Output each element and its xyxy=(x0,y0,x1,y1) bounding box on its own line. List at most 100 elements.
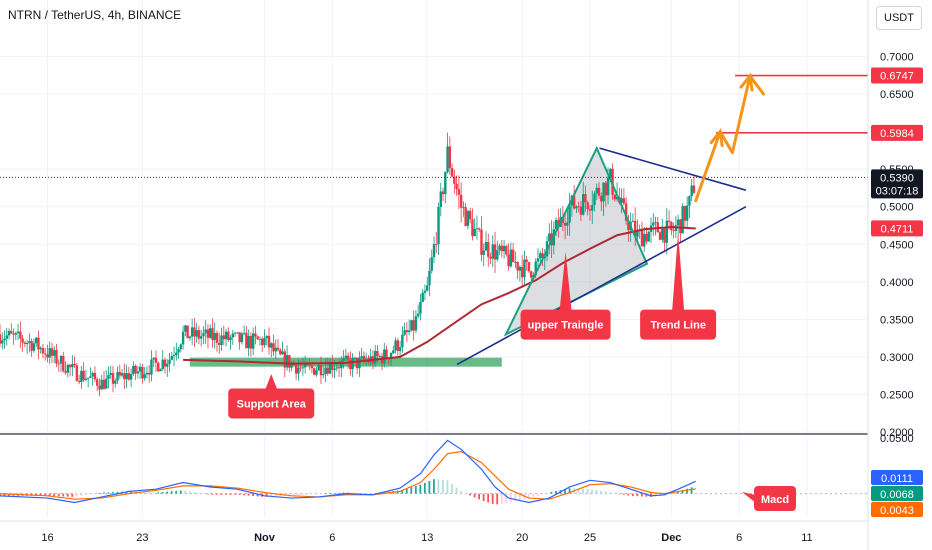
drawings-front xyxy=(0,72,868,366)
candle-down xyxy=(478,228,481,230)
arrowhead xyxy=(709,128,724,148)
candle-up xyxy=(213,332,216,340)
candle-down xyxy=(586,202,589,210)
macd-histogram-bar xyxy=(478,493,481,500)
candles xyxy=(0,132,696,397)
candle-down xyxy=(326,367,329,374)
candle-down xyxy=(211,328,214,340)
candle-up xyxy=(184,325,187,332)
macd-histogram-bar xyxy=(256,493,259,497)
candle-up xyxy=(7,330,11,336)
candle-up xyxy=(518,266,522,271)
candle-down xyxy=(57,363,60,365)
macd-histogram-bar xyxy=(202,493,205,495)
candle-up xyxy=(303,362,307,368)
macd-value-tag: 0.0043 xyxy=(880,505,914,517)
x-tick-label: 13 xyxy=(421,532,433,544)
candle-up xyxy=(89,376,92,378)
candle-up xyxy=(229,337,232,340)
candle-up xyxy=(301,367,305,369)
candle-up xyxy=(34,337,38,344)
macd-histogram-bar xyxy=(514,493,517,502)
macd-tag-label: Macd xyxy=(761,494,789,506)
candle-up xyxy=(688,196,691,206)
macd-histogram-bar xyxy=(356,492,358,494)
candle-up xyxy=(59,355,63,364)
candle-up xyxy=(209,328,212,338)
macd-value-tag-bg xyxy=(871,470,923,485)
macd-histogram-bar xyxy=(527,493,530,499)
candle-down xyxy=(154,357,158,363)
candle-down xyxy=(541,253,544,259)
macd-histogram-bar xyxy=(247,493,250,496)
candle-up xyxy=(270,343,273,348)
candle-up xyxy=(654,222,657,223)
macd-histogram-bar xyxy=(564,489,566,494)
candle-down xyxy=(396,340,400,351)
candle-up xyxy=(491,244,494,259)
macd-histogram-bar xyxy=(225,493,227,495)
candle-up xyxy=(132,365,135,375)
macd-histogram-bar xyxy=(487,493,490,503)
candle-down xyxy=(471,219,474,237)
macd-histogram-bar xyxy=(75,493,78,497)
candle-up xyxy=(514,262,517,263)
last-price-tag: 0.5390 xyxy=(880,172,914,184)
annotations: Support Area upper Traingle Trend Line Macd xyxy=(228,233,796,511)
candle-down xyxy=(376,350,379,357)
candle-down xyxy=(294,365,298,374)
candle-up xyxy=(548,233,551,242)
macd-histogram-bar xyxy=(206,493,209,495)
candle-up xyxy=(676,219,680,226)
currency-button[interactable]: USDT xyxy=(876,6,922,30)
candle-down xyxy=(44,353,47,355)
y-tick-label: 0.2000 xyxy=(880,427,914,439)
candle-up xyxy=(3,338,6,341)
y-tick-label: 0.4000 xyxy=(880,277,914,289)
macd-histogram-bar xyxy=(401,489,404,494)
candle-up xyxy=(199,336,203,339)
candle-down xyxy=(487,242,490,257)
macd-histogram-bar xyxy=(591,489,594,494)
candle-up xyxy=(466,211,470,226)
macd-histogram-bar xyxy=(419,484,422,494)
macd-histogram-bar xyxy=(116,491,119,494)
candle-down xyxy=(64,371,67,373)
arrowhead xyxy=(739,72,754,92)
macd-histogram-bar xyxy=(582,488,584,494)
candle-up xyxy=(383,349,386,364)
candle-up xyxy=(145,372,149,375)
macd-histogram-bar xyxy=(460,491,462,494)
macd-histogram-bar xyxy=(428,481,431,494)
candle-down xyxy=(457,189,461,195)
macd-histogram-bar xyxy=(265,493,268,497)
macd-histogram-bar xyxy=(482,493,485,502)
candle-up xyxy=(690,185,693,197)
candle-down xyxy=(19,331,22,339)
candle-down xyxy=(299,367,302,369)
candle-up xyxy=(48,348,51,358)
candle-down xyxy=(557,219,560,227)
macd-histogram-bar xyxy=(301,493,304,495)
candle-down xyxy=(312,368,316,375)
macd-histogram-bar xyxy=(62,493,65,497)
candle-down xyxy=(222,335,225,340)
macd-histogram-bar xyxy=(8,493,10,496)
candle-up xyxy=(281,351,284,355)
macd-histogram-bar xyxy=(93,493,96,495)
macd-histogram-bar xyxy=(130,491,132,494)
candle-up xyxy=(437,206,440,245)
candle-down xyxy=(55,350,58,364)
candle-up xyxy=(100,379,103,390)
x-tick-label: 6 xyxy=(736,532,742,544)
price-tag: 0.4711 xyxy=(881,223,914,235)
macd-histogram-bar xyxy=(555,491,557,494)
macd-histogram-bar xyxy=(84,493,87,496)
candle-up xyxy=(172,355,176,357)
candle-down xyxy=(627,220,630,231)
candle-down xyxy=(310,365,314,369)
candle-up xyxy=(14,332,18,335)
macd-histogram-bar xyxy=(252,493,254,497)
